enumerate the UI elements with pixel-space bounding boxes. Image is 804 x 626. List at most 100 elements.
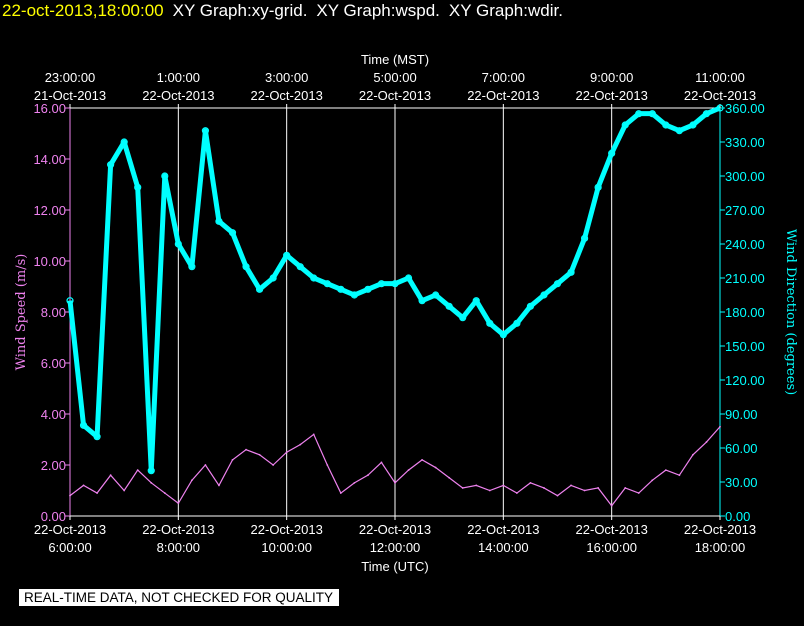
wspd-point — [678, 474, 681, 477]
top-tick-time: 5:00:00 — [373, 70, 416, 85]
top-tick-date: 22-Oct-2013 — [251, 88, 323, 103]
wdir-point — [621, 121, 629, 129]
wspd-point — [82, 484, 85, 487]
wspd-point — [583, 489, 586, 492]
left-tick-label: 6.00 — [41, 356, 66, 371]
top-tick-time: 3:00:00 — [265, 70, 308, 85]
wspd-point — [177, 502, 180, 505]
left-tick-label: 4.00 — [41, 407, 66, 422]
y-axis-title-left: Wind Speed (m/s) — [14, 254, 29, 371]
y-axis-title-right: Wind Direction (degrees) — [783, 229, 798, 395]
wdir-point — [323, 280, 331, 288]
wdir-point — [93, 433, 101, 441]
wdir-point — [432, 291, 440, 299]
top-tick-date: 21-Oct-2013 — [34, 88, 106, 103]
wspd-point — [570, 484, 572, 487]
wdir-point — [553, 280, 562, 288]
left-tick-label: 12.00 — [33, 203, 66, 218]
wdir-point — [472, 297, 480, 305]
right-tick-label: 330.00 — [725, 135, 765, 150]
wdir-point — [107, 161, 115, 169]
wdir-point — [391, 280, 399, 288]
top-tick-time: 9:00:00 — [590, 70, 633, 85]
right-tick-label: 150.00 — [725, 339, 765, 354]
wspd-point — [651, 479, 654, 482]
wdir-point — [540, 291, 548, 299]
left-tick-label: 14.00 — [33, 152, 66, 167]
wdir-point — [364, 285, 372, 293]
wdir-point — [404, 274, 413, 282]
top-tick-time: 1:00:00 — [157, 70, 200, 85]
wdir-series-line — [67, 105, 721, 474]
wdir-point — [689, 121, 697, 129]
wdir-point — [567, 268, 575, 276]
wspd-point — [163, 492, 166, 494]
wdir-point — [269, 274, 277, 282]
wdir-point — [242, 263, 250, 271]
wdir-point — [418, 297, 426, 305]
wspd-point — [434, 466, 437, 469]
bottom-tick-time: 12:00:00 — [370, 540, 421, 555]
wspd-point — [543, 487, 545, 489]
left-tick-label: 10.00 — [33, 254, 66, 269]
wspd-point — [515, 492, 518, 494]
wdir-point — [66, 297, 74, 305]
wspd-point — [692, 453, 694, 456]
bottom-tick-date: 22-Oct-2013 — [142, 522, 214, 537]
wdir-point — [716, 104, 724, 112]
wdir-point — [459, 314, 467, 322]
wdir-point — [174, 240, 182, 248]
wdir-point — [215, 217, 223, 225]
wspd-point — [339, 492, 342, 494]
wdir-point — [594, 183, 602, 191]
bottom-tick-date: 22-Oct-2013 — [34, 522, 106, 537]
bottom-tick-time: 16:00:00 — [586, 540, 637, 555]
wdir-point — [296, 263, 304, 271]
wdir-point — [499, 331, 507, 339]
wdir-point — [201, 127, 210, 135]
wspd-point — [258, 453, 261, 456]
wspd-point — [285, 451, 288, 454]
wspd-point — [380, 461, 383, 464]
right-tick-label: 180.00 — [725, 305, 765, 320]
wdir-point — [134, 183, 142, 191]
right-tick-label: 270.00 — [725, 203, 765, 218]
wdir-point — [662, 121, 670, 129]
wdir-point — [79, 421, 88, 429]
right-tick-label: 90.00 — [725, 407, 758, 422]
bottom-tick-time: 18:00:00 — [695, 540, 746, 555]
wspd-point — [529, 481, 532, 484]
top-tick-date: 22-Oct-2013 — [684, 88, 756, 103]
wdir-point — [120, 138, 128, 146]
wdir-point — [255, 285, 264, 293]
wspd-point — [218, 484, 220, 487]
wspd-point — [326, 464, 329, 466]
wspd-point — [610, 504, 613, 507]
wspd-point — [245, 448, 247, 451]
wspd-point — [353, 481, 356, 484]
top-tick-date: 22-Oct-2013 — [467, 88, 539, 103]
bottom-tick-time: 14:00:00 — [478, 540, 529, 555]
graph-title-wdir: XY Graph:wdir. — [448, 1, 563, 20]
x-axis-title-top: Time (MST) — [361, 52, 429, 67]
bottom-tick-date: 22-Oct-2013 — [251, 522, 323, 537]
right-tick-label: 360.00 — [725, 101, 765, 116]
disclaimer-note: REAL-TIME DATA, NOT CHECKED FOR QUALITY — [19, 589, 340, 606]
wdir-point — [337, 285, 345, 293]
wspd-point — [150, 481, 153, 484]
bottom-tick-date: 22-Oct-2013 — [467, 522, 539, 537]
top-tick-time: 23:00:00 — [45, 70, 96, 85]
bottom-tick-time: 10:00:00 — [261, 540, 312, 555]
right-tick-label: 30.00 — [725, 475, 758, 490]
bottom-tick-time: 6:00:00 — [48, 540, 91, 555]
wspd-point — [475, 484, 478, 487]
timestamp: 22-oct-2013,18:00:00 — [2, 1, 164, 20]
left-tick-label: 16.00 — [33, 101, 66, 116]
wspd-point — [624, 487, 627, 489]
wspd-point — [556, 494, 559, 497]
wdir-point — [513, 319, 521, 327]
wspd-point — [421, 459, 423, 461]
right-tick-label: 300.00 — [725, 169, 765, 184]
top-tick-time: 7:00:00 — [482, 70, 525, 85]
